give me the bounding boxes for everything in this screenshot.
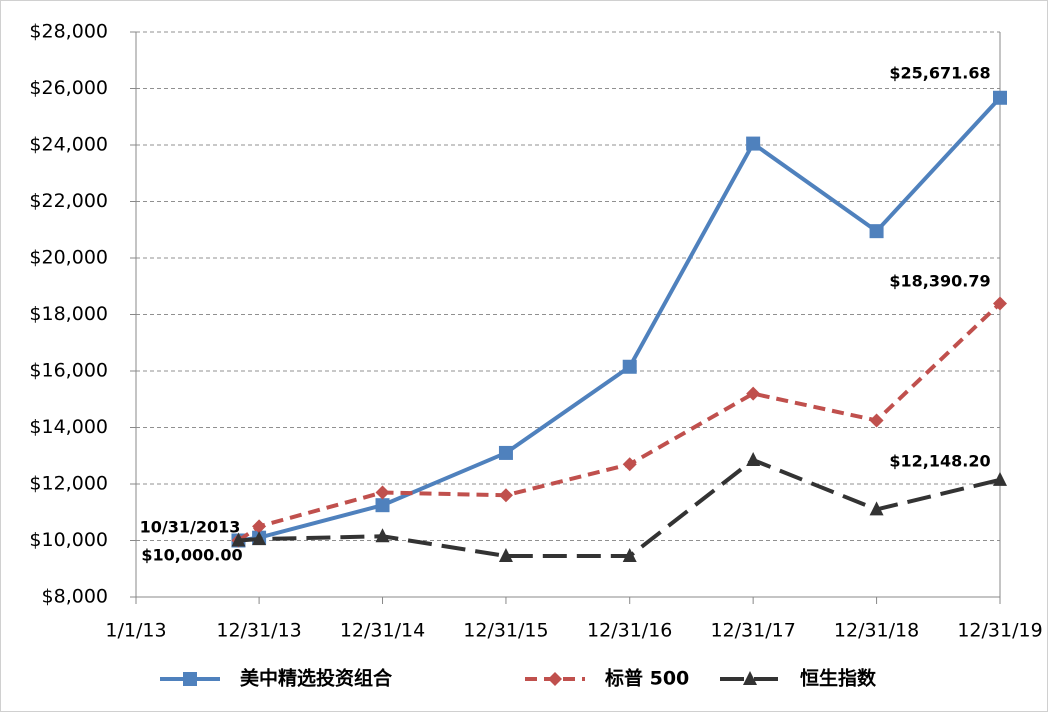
x-tick-label: 12/31/19 bbox=[957, 620, 1042, 642]
y-tick-label: $18,000 bbox=[29, 303, 108, 325]
data-point bbox=[746, 451, 761, 466]
data-point bbox=[869, 501, 884, 516]
data-point bbox=[993, 90, 1007, 105]
y-tick-label: $20,000 bbox=[29, 247, 108, 269]
data-point bbox=[252, 519, 267, 534]
data-point bbox=[746, 386, 761, 401]
data-point bbox=[498, 488, 513, 503]
annotation: $18,390.79 bbox=[889, 272, 990, 291]
data-point bbox=[993, 296, 1007, 311]
data-point bbox=[375, 485, 390, 500]
annotation: $12,148.20 bbox=[889, 452, 990, 471]
legend-label: 标普 500 bbox=[605, 667, 689, 690]
legend-label: 恒生指数 bbox=[800, 667, 877, 690]
annotation: $10,000.00 bbox=[141, 546, 242, 565]
data-point bbox=[869, 224, 884, 239]
annotation: $25,671.68 bbox=[889, 64, 990, 83]
data-point bbox=[622, 457, 637, 472]
data-point bbox=[231, 532, 246, 547]
y-tick-label: $16,000 bbox=[29, 360, 108, 382]
x-tick-label: 12/31/16 bbox=[587, 620, 672, 642]
annotation: 10/31/2013 bbox=[140, 518, 241, 537]
data-point bbox=[622, 359, 637, 374]
data-point bbox=[498, 445, 513, 460]
data-point bbox=[498, 548, 513, 563]
y-tick-label: $10,000 bbox=[29, 529, 108, 551]
y-tick-label: $28,000 bbox=[29, 21, 108, 43]
y-tick-label: $8,000 bbox=[42, 586, 108, 608]
y-tick-label: $26,000 bbox=[29, 77, 108, 99]
data-point bbox=[375, 498, 390, 513]
data-point bbox=[622, 548, 637, 563]
x-tick-label: 12/31/14 bbox=[340, 620, 425, 642]
series-line bbox=[238, 457, 1001, 559]
data-point bbox=[869, 413, 884, 428]
legend-label: 美中精选投资组合 bbox=[240, 667, 393, 690]
y-tick-label: $22,000 bbox=[29, 190, 108, 212]
series-line bbox=[237, 302, 1002, 543]
y-tick-label: $14,000 bbox=[29, 416, 108, 438]
data-point bbox=[252, 531, 267, 546]
x-tick-label: 12/31/15 bbox=[463, 620, 548, 642]
data-point bbox=[375, 528, 390, 543]
legend-marker bbox=[743, 671, 757, 685]
series-line bbox=[238, 96, 1002, 543]
data-point bbox=[746, 136, 761, 151]
x-tick-label: 12/31/18 bbox=[834, 620, 919, 642]
y-tick-label: $24,000 bbox=[29, 134, 108, 156]
x-tick-label: 1/1/13 bbox=[105, 620, 166, 642]
x-tick-label: 12/31/17 bbox=[710, 620, 795, 642]
legend-marker bbox=[548, 672, 562, 686]
y-tick-label: $12,000 bbox=[29, 473, 108, 495]
legend-marker bbox=[183, 672, 197, 686]
data-point bbox=[993, 471, 1007, 486]
x-tick-label: 12/31/13 bbox=[216, 620, 301, 642]
